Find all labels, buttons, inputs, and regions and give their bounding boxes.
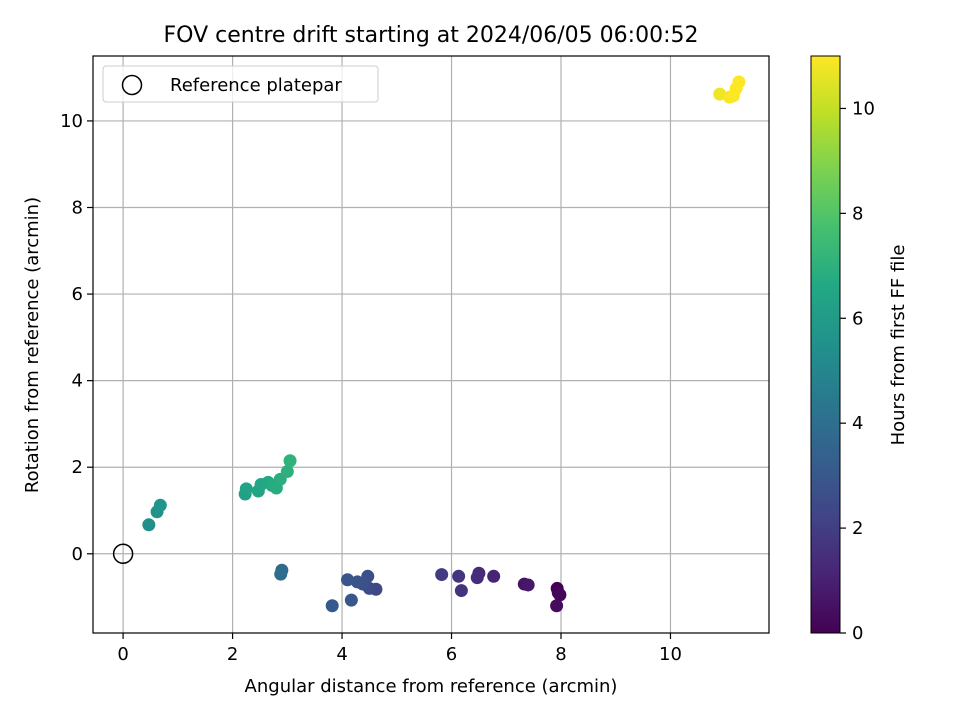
y-tick-label: 8	[72, 198, 83, 219]
reference-platepar-marker	[112, 543, 134, 565]
colorbar-label: Hours from first FF file	[888, 245, 909, 446]
x-tick-label: 10	[659, 644, 682, 665]
x-tick-label: 8	[555, 644, 566, 665]
y-tick-label: 6	[72, 284, 83, 305]
data-point	[713, 87, 727, 101]
data-point	[470, 571, 484, 585]
x-tick-label: 0	[117, 644, 128, 665]
legend-entry-label: Reference platepar	[170, 75, 342, 96]
data-point	[435, 568, 449, 582]
plot-frame	[92, 55, 770, 634]
data-point	[521, 578, 535, 592]
data-point	[553, 588, 567, 602]
data-point	[325, 599, 339, 613]
colorbar-tick-label: 4	[852, 413, 863, 434]
data-point	[454, 584, 468, 598]
data-point	[344, 593, 358, 607]
colorbar-tick-label: 6	[852, 308, 863, 329]
colorbar: 0 2 4 6 8 10 Hours from first FF file	[810, 55, 909, 644]
y-tick-label: 0	[72, 544, 83, 565]
chart-title: FOV centre drift starting at 2024/06/05 …	[164, 23, 699, 48]
data-point	[239, 482, 253, 496]
legend: Reference platepar	[102, 65, 379, 103]
colorbar-tick-label: 8	[852, 203, 863, 224]
x-tick-label: 6	[446, 644, 457, 665]
data-point	[350, 575, 364, 589]
data-point	[283, 454, 297, 468]
y-tick-label: 2	[72, 457, 83, 478]
colorbar-tick-label: 0	[852, 623, 863, 644]
data-point	[274, 567, 288, 581]
grid	[93, 56, 769, 633]
y-tick-label: 10	[60, 111, 83, 132]
colorbar-ticks: 0 2 4 6 8 10	[840, 98, 875, 644]
data-point	[153, 498, 167, 512]
data-point	[732, 75, 746, 89]
y-tick-label: 4	[72, 371, 83, 392]
data-point	[142, 518, 156, 532]
data-point	[550, 599, 564, 613]
legend-box	[102, 65, 379, 103]
data-point	[280, 465, 294, 479]
x-axis-label: Angular distance from reference (arcmin)	[245, 676, 618, 697]
reference-layer	[112, 543, 134, 565]
x-tick-label: 2	[227, 644, 238, 665]
legend-marker-open-circle	[121, 74, 143, 96]
colorbar-tick-label: 10	[852, 98, 875, 119]
y-axis-ticks: 0 2 4 6 8 10	[60, 111, 93, 565]
data-point	[487, 569, 501, 583]
y-axis-label: Rotation from reference (arcmin)	[22, 197, 43, 493]
colorbar-tick-label: 2	[852, 518, 863, 539]
colorbar-gradient	[810, 55, 841, 634]
data-point	[452, 569, 466, 583]
x-axis-ticks: 0 2 4 6 8 10	[117, 633, 682, 665]
x-tick-label: 4	[336, 644, 347, 665]
data-points	[142, 75, 746, 613]
data-point	[341, 573, 355, 587]
